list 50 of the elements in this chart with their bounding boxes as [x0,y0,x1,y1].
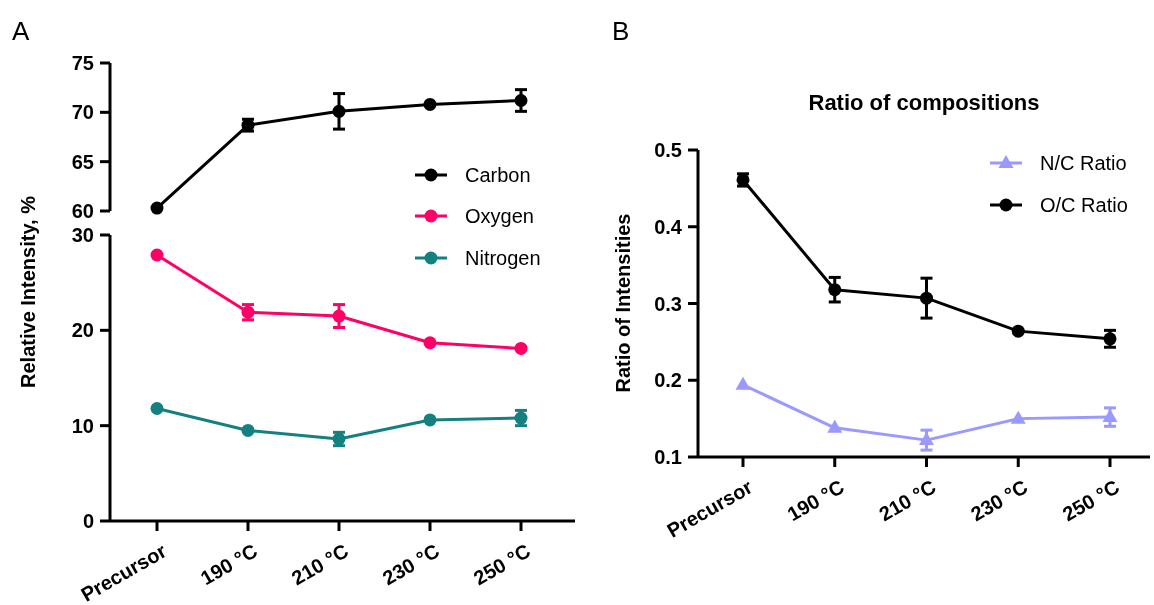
legend-label: O/C Ratio [1040,194,1128,216]
text: A [12,16,30,46]
text: B [612,16,630,46]
y-axis-title: Ratio of Intensities [612,213,634,393]
point [920,291,933,305]
x-tick-label: 210 °C [875,475,940,526]
x-tick-label: 230 °C [378,539,443,590]
y-axis-title: Relative Intensity, % [17,195,39,388]
y-tick-label: 30 [71,224,94,246]
legend-label: Oxygen [465,205,534,227]
y-tick-label: 0.5 [654,139,682,161]
legend-label: Nitrogen [465,247,541,269]
y-tick-label: 0.2 [654,369,682,392]
point [150,201,164,215]
y-tick-label: 0.1 [654,446,682,468]
point [1011,324,1025,338]
point [332,309,346,323]
legend-label: N/C Ratio [1040,152,1127,174]
point [1103,332,1117,346]
x-tick-label: 250 °C [469,539,534,590]
x-tick-label: 190 °C [783,475,848,526]
point [514,341,528,355]
y-tick-label: 0.3 [654,292,682,315]
point [828,283,842,297]
y-tick-label: 10 [71,414,94,437]
chart-title: Ratio of compositions [808,90,1040,115]
x-tick-label: 210 °C [287,539,352,590]
x-tick-label: 250 °C [1058,475,1123,526]
y-tick-label: 0 [82,510,94,532]
point [150,248,164,262]
point [827,419,843,433]
legend-label: Carbon [465,164,531,186]
point [514,93,528,107]
y-tick-label: 65 [71,150,94,173]
point [423,336,437,350]
point [150,402,164,416]
point [423,97,437,111]
y-tick-label: 60 [71,200,94,222]
y-tick-label: 20 [71,319,94,342]
point [241,423,255,437]
y-tick-label: 75 [71,52,94,74]
point [1102,409,1118,423]
point [332,104,346,118]
y-tick-label: 70 [71,101,94,124]
point [1010,410,1026,424]
y-tick-label: 0.4 [654,215,683,238]
point [423,413,437,427]
x-tick-label: 190 °C [196,539,261,590]
point [735,376,751,390]
x-tick-label: 230 °C [967,475,1032,526]
